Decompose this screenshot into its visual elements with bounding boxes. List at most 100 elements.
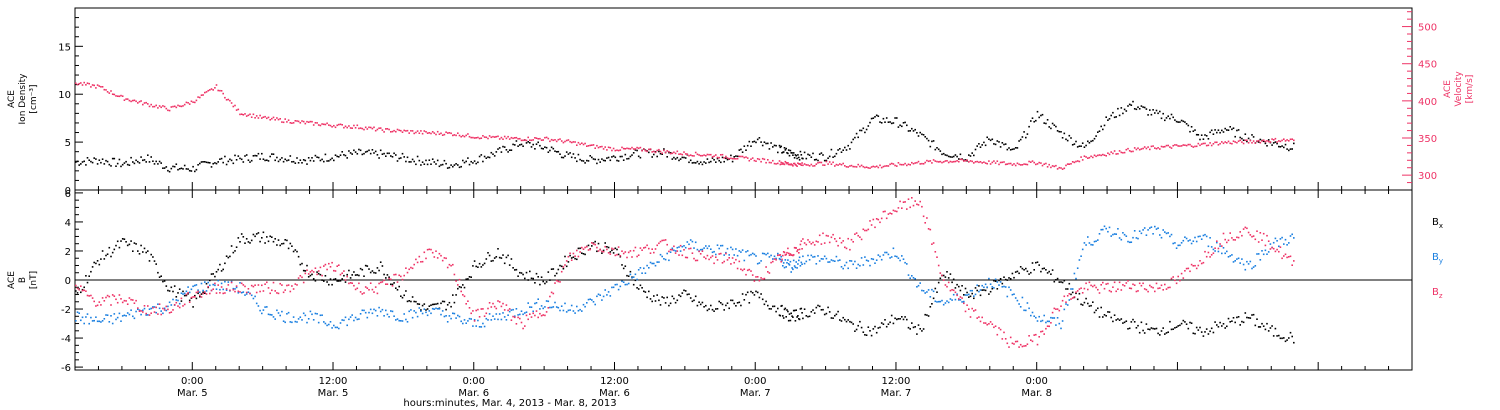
velocity-series-point — [148, 105, 151, 108]
ion-density-series-point — [629, 155, 632, 158]
velocity-series-point — [813, 165, 816, 167]
ion-density-series-point — [116, 162, 119, 165]
velocity-series-point — [557, 138, 560, 141]
bx-series-point — [860, 326, 863, 329]
velocity-series-point — [1115, 153, 1117, 155]
bz-series-point — [1288, 256, 1290, 258]
bx-series-point — [993, 279, 995, 282]
velocity-series-point — [669, 152, 672, 155]
bz-series-point — [1197, 264, 1200, 267]
ion-density-series-point — [1226, 129, 1228, 131]
velocity-series-point — [577, 141, 580, 144]
bz-series-point — [956, 294, 958, 297]
by-series-point — [570, 304, 573, 307]
by-series-point — [862, 264, 865, 266]
bz-series-point — [118, 294, 121, 296]
velocity-series-point — [778, 160, 781, 162]
bx-series-point — [713, 310, 715, 312]
bz-series-point — [257, 284, 260, 286]
by-series-point — [185, 290, 188, 293]
bz-series-point — [165, 305, 168, 308]
by-series-point — [488, 313, 491, 315]
velocity-series-point — [106, 91, 109, 93]
velocity-series-point — [854, 165, 856, 168]
bz-series-point — [492, 302, 494, 305]
velocity-series-point — [592, 144, 595, 146]
bx-series-point — [165, 285, 168, 287]
bx-series-point — [961, 285, 963, 287]
bx-series-point — [225, 255, 228, 257]
velocity-series-point — [637, 147, 640, 150]
by-series-point — [539, 308, 541, 310]
bz-series-point — [602, 250, 605, 253]
velocity-series-point — [291, 122, 293, 124]
bz-series-point — [510, 319, 513, 321]
bx-series-point — [368, 268, 370, 270]
by-series-point — [820, 258, 823, 260]
bz-series-point — [1246, 227, 1248, 230]
bx-series-point — [1279, 337, 1282, 340]
bx-series-point — [110, 255, 112, 258]
bx-series-point — [748, 302, 751, 304]
by-series-point — [1117, 228, 1119, 230]
ion-density-series-point — [539, 144, 541, 147]
velocity-series-point — [272, 116, 275, 119]
bx-series-point — [413, 300, 415, 303]
bx-series-point — [195, 297, 198, 300]
ion-density-series-point — [792, 152, 795, 154]
velocity-series-point — [552, 139, 555, 142]
velocity-series-point — [694, 151, 697, 154]
bz-series-point — [800, 240, 803, 242]
ion-density-series-point — [351, 153, 353, 155]
bx-series-point — [779, 314, 782, 317]
by-series-point — [904, 261, 906, 264]
ion-density-series-point — [168, 170, 171, 173]
velocity-series-point — [885, 165, 888, 167]
ion-density-series-point — [180, 167, 183, 170]
velocity-series-point — [636, 146, 638, 149]
by-series-point — [1004, 286, 1007, 288]
velocity-series-point — [163, 105, 166, 108]
bx-series-point — [264, 242, 266, 244]
ion-density-series-point — [1092, 139, 1094, 142]
ion-density-series-point — [1221, 129, 1223, 132]
bx-series-point — [485, 258, 488, 260]
velocity-tick-label: 300 — [1418, 171, 1437, 182]
by-series-point — [505, 319, 508, 321]
by-series-point — [1048, 320, 1050, 323]
ion-density-series-point — [148, 161, 151, 163]
velocity-series-point — [98, 85, 101, 87]
bz-series-point — [758, 279, 761, 282]
velocity-series-point — [976, 160, 978, 163]
bz-series-point — [366, 287, 369, 289]
by-series-point — [661, 255, 663, 258]
bx-series-point — [525, 271, 528, 274]
bx-series-point — [922, 328, 925, 330]
velocity-series-point — [954, 160, 957, 163]
bz-series-point — [137, 307, 139, 309]
by-series-point — [436, 308, 439, 310]
velocity-series-point — [101, 86, 104, 88]
ion-density-series-point — [1004, 143, 1007, 145]
bz-series-point — [890, 213, 893, 215]
bz-series-point — [1254, 238, 1257, 241]
velocity-series-point — [262, 116, 265, 118]
bz-series-point — [383, 279, 385, 282]
by-series-point — [1291, 233, 1293, 236]
bz-series-point — [750, 270, 752, 272]
ion-density-series-point — [302, 159, 305, 161]
ion-density-series-point — [1117, 107, 1119, 110]
bz-series-point — [488, 302, 491, 304]
bz-series-point — [272, 281, 275, 284]
ion-density-series-point — [862, 127, 865, 130]
bz-series-point — [271, 289, 273, 292]
bz-series-point — [654, 248, 657, 250]
bx-series-point — [552, 268, 555, 270]
by-series-point — [1014, 297, 1017, 299]
velocity-series-point — [257, 117, 260, 119]
by-series-point — [683, 245, 685, 247]
bx-series-point — [393, 282, 395, 284]
by-series-point — [569, 309, 571, 311]
ion-density-series-point — [1216, 131, 1218, 134]
bx-series-point — [1118, 319, 1121, 321]
